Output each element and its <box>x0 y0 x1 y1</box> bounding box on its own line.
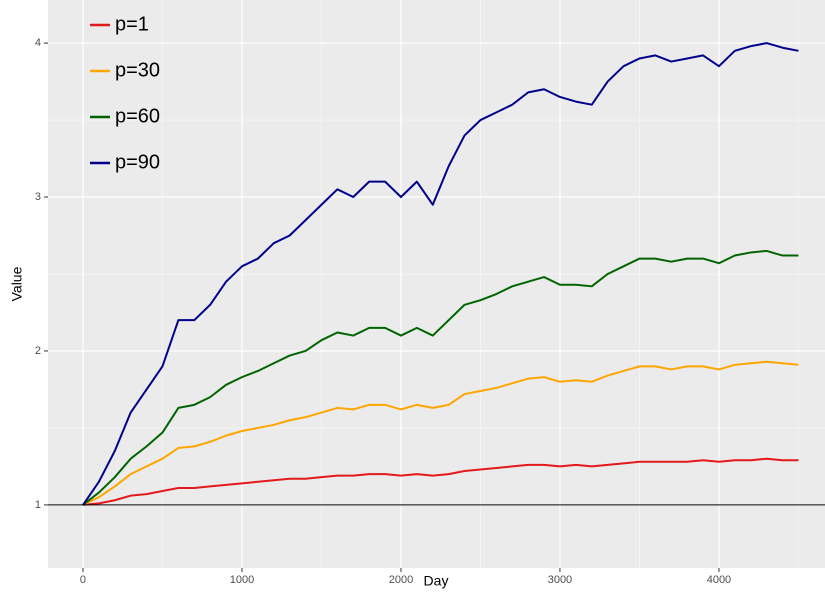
series-line <box>82 42 799 506</box>
x-tick-label: 3000 <box>548 574 572 586</box>
y-tick-label: 1 <box>35 499 41 511</box>
y-axis-title: Value <box>9 266 25 301</box>
y-tick-label: 3 <box>35 191 41 203</box>
y-tick-label: 4 <box>35 37 41 49</box>
x-tick-label: 0 <box>80 574 86 586</box>
series-line <box>82 249 799 506</box>
series-line <box>82 457 799 506</box>
legend-label: p=60 <box>115 105 160 127</box>
x-tick-label: 1000 <box>230 574 254 586</box>
x-tick-label: 2000 <box>389 574 413 586</box>
legend-label: p=30 <box>115 59 160 81</box>
legend-label: p=90 <box>115 151 160 173</box>
x-tick-label: 4000 <box>707 574 731 586</box>
series-line <box>82 360 799 506</box>
legend-label: p=1 <box>115 13 149 35</box>
y-tick-label: 2 <box>35 345 41 357</box>
panel <box>48 0 825 568</box>
x-axis-title: Day <box>424 573 449 589</box>
